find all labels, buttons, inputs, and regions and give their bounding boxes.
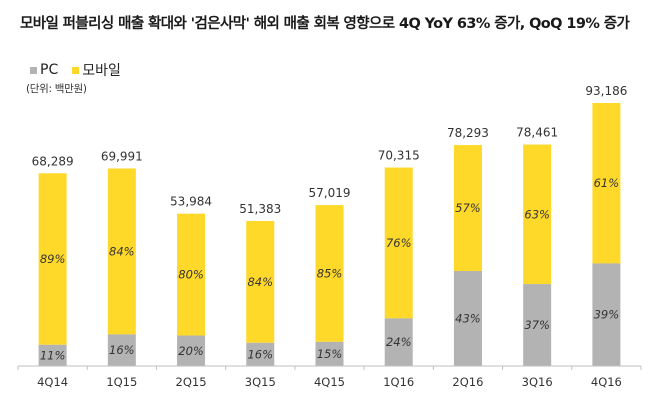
total-data-label: 57,019 xyxy=(309,186,351,200)
pc-share-label: 15% xyxy=(317,347,343,361)
x-tick-label: 4Q14 xyxy=(37,375,68,389)
pc-share-label: 24% xyxy=(386,335,412,349)
bar-segment-pc xyxy=(38,344,67,366)
chart-title: 모바일 퍼블리싱 매출 확대와 '검은사막' 해외 매출 회복 영향으로 4Q … xyxy=(20,16,630,32)
bar-segment-mobile xyxy=(107,168,136,335)
x-tick-label: 2Q16 xyxy=(452,375,483,389)
total-data-label: 78,293 xyxy=(447,126,489,140)
bar-segment-mobile xyxy=(453,145,482,271)
x-tick-label: 4Q16 xyxy=(591,375,622,389)
unit-note: (단위: 백만원) xyxy=(26,83,87,95)
total-data-label: 69,991 xyxy=(101,149,143,163)
mobile-share-label: 80% xyxy=(178,268,204,282)
mobile-share-label: 85% xyxy=(317,266,343,280)
bar-segment-pc xyxy=(384,318,413,366)
mobile-share-label: 57% xyxy=(455,201,481,215)
bar-segment-mobile xyxy=(315,205,344,342)
mobile-share-label: 63% xyxy=(524,207,550,221)
pc-share-label: 39% xyxy=(594,308,620,322)
bar-segment-mobile xyxy=(38,173,67,345)
bar-segment-mobile xyxy=(246,220,275,343)
legend: PC 모바일 xyxy=(30,60,121,80)
x-tick-label: 2Q15 xyxy=(176,375,207,389)
total-data-label: 53,984 xyxy=(170,195,212,209)
bar-segment-pc xyxy=(592,263,621,366)
legend-label-mobile: 모바일 xyxy=(82,63,121,79)
bar-segment-mobile xyxy=(523,144,552,285)
bar-segment-mobile xyxy=(177,213,206,336)
total-data-label: 51,383 xyxy=(239,202,281,216)
bar-segment-pc xyxy=(246,342,275,366)
total-data-label: 70,315 xyxy=(378,149,420,163)
bar-segment-pc xyxy=(523,284,552,366)
total-data-label: 68,289 xyxy=(32,154,74,168)
total-data-label: 93,186 xyxy=(585,84,627,98)
mobile-share-label: 61% xyxy=(594,176,620,190)
bar-segment-pc xyxy=(177,335,206,366)
legend-item-pc: PC xyxy=(30,62,58,78)
pc-share-label: 37% xyxy=(524,318,550,332)
x-tick-label: 1Q16 xyxy=(383,375,414,389)
legend-item-mobile: 모바일 xyxy=(72,60,121,80)
x-tick-label: 4Q15 xyxy=(314,375,345,389)
x-tick-label: 3Q15 xyxy=(245,375,276,389)
bar-segment-mobile xyxy=(592,103,621,264)
pc-share-label: 16% xyxy=(109,343,135,357)
pc-share-label: 16% xyxy=(247,347,273,361)
bar-segment-pc xyxy=(453,270,482,366)
mobile-share-label: 76% xyxy=(386,236,412,250)
pc-share-label: 11% xyxy=(40,348,66,362)
legend-label-pc: PC xyxy=(40,62,59,78)
mobile-share-label: 89% xyxy=(40,252,66,266)
bar-segment-pc xyxy=(315,341,344,366)
total-data-label: 78,461 xyxy=(516,126,558,140)
legend-swatch-pc xyxy=(30,66,37,74)
x-tick-label: 1Q15 xyxy=(106,375,137,389)
bar-segment-mobile xyxy=(384,167,413,319)
legend-swatch-mobile xyxy=(72,66,80,74)
mobile-share-label: 84% xyxy=(247,275,273,289)
pc-share-label: 43% xyxy=(455,311,481,325)
pc-share-label: 20% xyxy=(178,344,204,358)
bar-segment-pc xyxy=(107,334,136,366)
x-tick-label: 3Q16 xyxy=(522,375,553,389)
mobile-share-label: 84% xyxy=(109,244,135,258)
